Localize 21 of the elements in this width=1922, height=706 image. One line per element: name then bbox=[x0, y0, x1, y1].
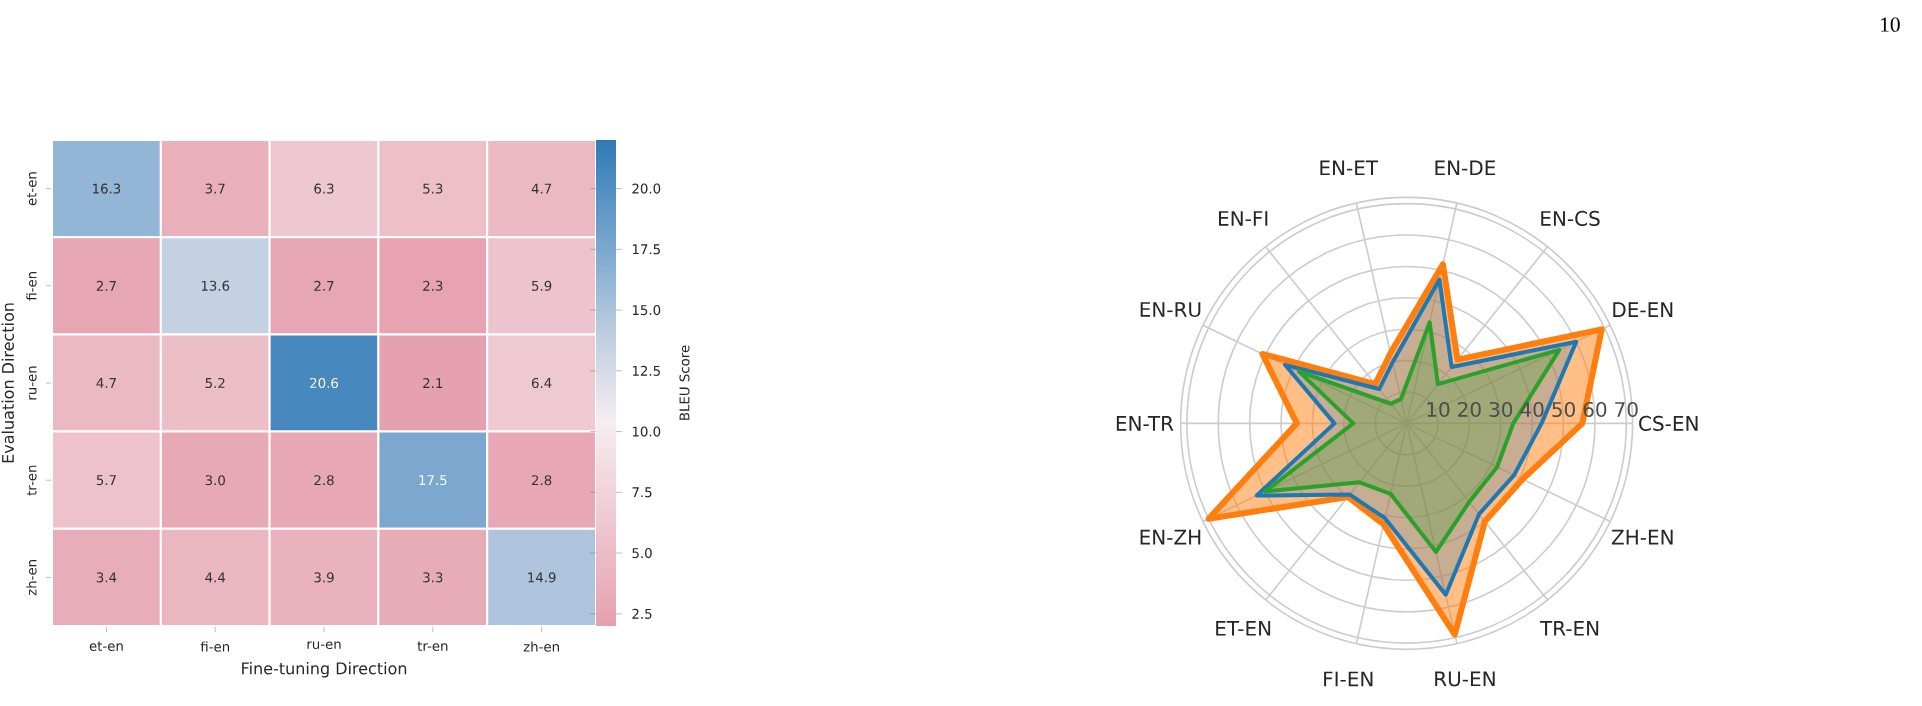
spoke-label: TR-EN bbox=[1539, 621, 1599, 636]
text: 10 bbox=[1881, 17, 1900, 32]
spoke-label: FI-EN bbox=[1324, 671, 1373, 687]
spoke-label: EN-CS bbox=[1541, 210, 1600, 226]
spoke-label: RU-EN bbox=[1435, 671, 1495, 687]
spoke-label: EN-DE bbox=[1435, 160, 1496, 176]
spoke-label: EN-RU bbox=[1140, 302, 1201, 318]
y-tick-label: 70 bbox=[1615, 401, 1638, 418]
spoke-label: CS-EN bbox=[1639, 415, 1698, 431]
spoke-label: EN-TR bbox=[1116, 416, 1174, 431]
y-tick-label: 20 bbox=[1458, 401, 1481, 418]
y-tick-label: 30 bbox=[1489, 401, 1513, 418]
spoke-label: ET-EN bbox=[1216, 621, 1271, 636]
spoke-label: EN-FI bbox=[1219, 211, 1268, 226]
spoke-label: EN-ET bbox=[1320, 160, 1379, 176]
y-tick-label: 50 bbox=[1552, 401, 1575, 418]
spoke-label: DE-EN bbox=[1613, 302, 1673, 317]
spoke-label: ZH-EN bbox=[1611, 529, 1673, 545]
y-axis-title: Evaluation Direction bbox=[1, 303, 14, 463]
spoke-label: EN-ZH bbox=[1140, 529, 1201, 545]
x-axis-title: Fine-tuning Direction bbox=[242, 662, 407, 678]
